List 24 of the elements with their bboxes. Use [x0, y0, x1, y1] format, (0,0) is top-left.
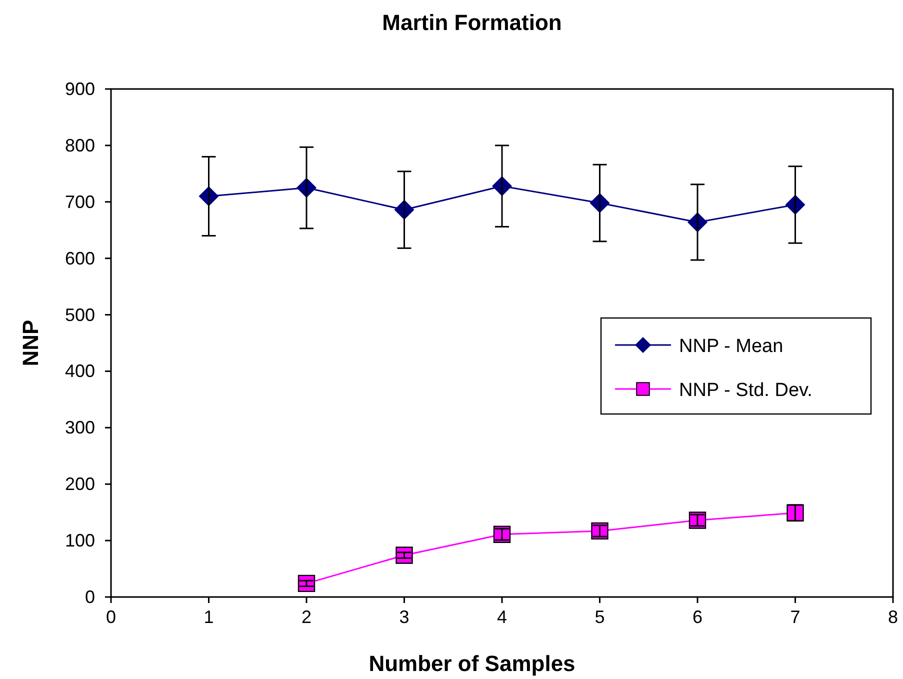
- x-tick-label: 8: [888, 607, 898, 627]
- x-tick-label: 3: [399, 607, 410, 627]
- y-tick-label: 900: [64, 79, 95, 99]
- x-tick-label: 2: [301, 607, 312, 627]
- x-tick-label: 5: [594, 607, 605, 627]
- chart-title: Martin Formation: [382, 10, 562, 35]
- y-tick-label: 600: [64, 248, 95, 268]
- x-tick-label: 4: [496, 607, 508, 627]
- legend-label: NNP - Std. Dev.: [679, 380, 812, 401]
- x-tick-label: 7: [790, 607, 800, 627]
- x-tick-label: 0: [106, 607, 116, 627]
- y-tick-label: 100: [64, 530, 95, 551]
- y-tick-label: 400: [64, 361, 95, 382]
- x-axis-title: Number of Samples: [368, 651, 576, 676]
- y-tick-label: 800: [64, 135, 95, 156]
- x-tick-label: 1: [204, 607, 214, 627]
- y-tick-label: 700: [64, 192, 95, 212]
- legend-label: NNP - Mean: [679, 336, 784, 357]
- y-axis-title: NNP: [18, 320, 43, 366]
- x-tick-label: 6: [692, 607, 703, 627]
- y-tick-label: 200: [64, 474, 95, 494]
- y-tick-label: 300: [64, 418, 95, 438]
- y-tick-label: 0: [84, 587, 95, 607]
- y-tick-label: 500: [64, 304, 95, 325]
